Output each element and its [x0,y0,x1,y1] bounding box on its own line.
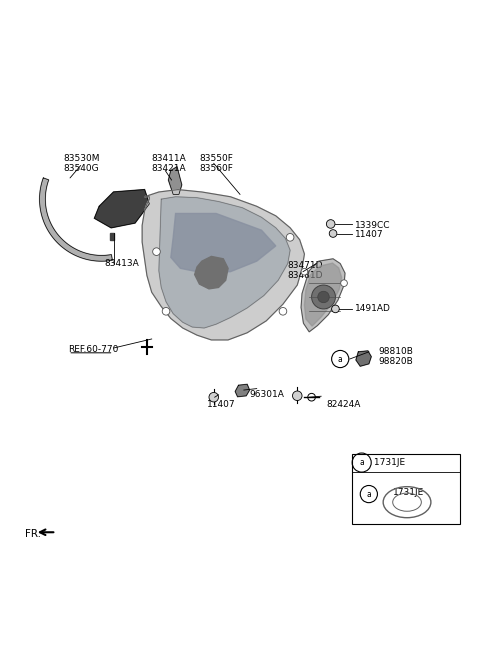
Polygon shape [39,178,112,261]
Text: 1491AD: 1491AD [355,304,390,314]
Text: 1339CC: 1339CC [355,221,390,230]
Polygon shape [171,213,276,273]
Circle shape [162,308,170,315]
Text: 11407: 11407 [206,400,235,409]
Text: a: a [360,458,364,467]
Text: 96301A: 96301A [250,390,285,400]
Circle shape [312,285,336,309]
Polygon shape [95,190,149,228]
Polygon shape [304,263,342,326]
Circle shape [292,391,302,401]
Text: 1731JE: 1731JE [371,458,406,467]
Text: 98810B
98820B: 98810B 98820B [378,347,413,366]
Text: a: a [338,354,343,363]
Text: 83413A: 83413A [104,259,139,268]
Polygon shape [195,256,228,289]
Circle shape [332,305,339,313]
Text: 83550F
83560F: 83550F 83560F [199,154,233,173]
Circle shape [326,220,335,228]
Text: 11407: 11407 [355,230,383,239]
Polygon shape [301,259,345,332]
Circle shape [153,248,160,255]
Polygon shape [235,384,250,397]
Polygon shape [168,167,182,194]
Circle shape [286,234,294,241]
Polygon shape [356,351,371,366]
Circle shape [301,268,308,275]
Text: FR.: FR. [25,529,41,539]
Polygon shape [142,190,304,340]
Text: REF.60-770: REF.60-770 [68,345,119,354]
Text: 83471D
83481D: 83471D 83481D [288,261,323,280]
Circle shape [318,291,329,302]
Circle shape [209,392,218,402]
Text: 82424A: 82424A [326,400,360,409]
Text: 83530M
83540G: 83530M 83540G [63,154,100,173]
Text: a: a [366,489,371,499]
Circle shape [341,280,348,287]
Text: 83411A
83421A: 83411A 83421A [152,154,186,173]
Circle shape [279,308,287,315]
Polygon shape [110,233,115,239]
Circle shape [329,230,337,237]
Polygon shape [159,197,290,328]
Text: 1731JE: 1731JE [393,488,424,497]
